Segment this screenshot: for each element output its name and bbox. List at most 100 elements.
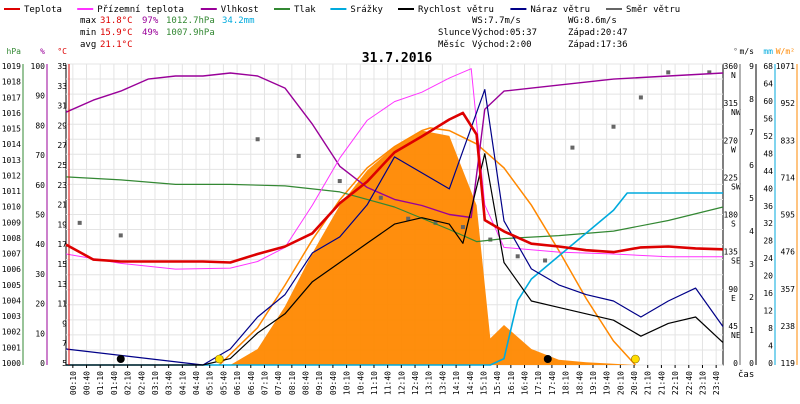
wm2-axis-tick: 833 <box>781 136 796 145</box>
stat-max-temp: 31.8°C <box>100 16 133 26</box>
degc-axis-tick: 11 <box>57 300 67 309</box>
hpa-axis-unit: hPa <box>7 47 22 56</box>
x-tick-label: 07:10 <box>260 371 269 395</box>
hpa-axis-tick: 1015 <box>2 125 21 134</box>
wind-direction-dot <box>433 220 438 225</box>
chart-series <box>65 68 724 366</box>
wm2-axis-tick: 714 <box>781 173 796 182</box>
degc-axis-tick: 17 <box>57 240 67 249</box>
wind-direction-dot <box>406 216 411 221</box>
x-axis-label: čas <box>738 369 754 380</box>
x-tick-label: 21:10 <box>644 371 653 395</box>
sunset-marker <box>631 354 640 364</box>
wm2-axis-tick: 476 <box>781 248 796 257</box>
wind-direction-dot <box>666 70 671 75</box>
x-tick-label: 12:40 <box>411 371 420 395</box>
hpa-axis-tick: 1006 <box>2 265 21 274</box>
hpa-axis-tick: 1001 <box>2 343 21 352</box>
deg-axis-tick: 180 <box>724 211 739 220</box>
wind-direction-dot <box>570 145 575 150</box>
deg-axis-tick: 270 <box>724 136 739 145</box>
x-tick-label: 08:10 <box>288 371 297 395</box>
mm-axis-tick: 60 <box>763 97 773 106</box>
hpa-axis-tick: 1004 <box>2 296 21 305</box>
mm-axis-tick: 52 <box>763 132 773 141</box>
pct-axis-unit: % <box>40 47 45 56</box>
deg-axis-dir-label: SW <box>731 182 741 191</box>
x-tick-label: 01:40 <box>110 371 119 395</box>
hpa-axis-tick: 1016 <box>2 109 21 118</box>
hpa-axis-tick: 1011 <box>2 187 21 196</box>
x-tick-label: 18:10 <box>562 371 571 395</box>
series-ground-temp <box>65 68 723 270</box>
degc-axis-tick: 9 <box>62 319 67 328</box>
wm2-axis-tick: 357 <box>781 285 796 294</box>
deg-axis-tick: 45 <box>728 322 738 331</box>
hpa-axis-tick: 1012 <box>2 171 21 180</box>
ms-axis-tick: 9 <box>749 62 754 71</box>
wm2-axis-tick: 119 <box>781 359 796 368</box>
hpa-axis-tick: 1007 <box>2 250 21 259</box>
mm-axis-tick: 28 <box>763 237 773 246</box>
x-tick-label: 17:10 <box>534 371 543 395</box>
mm-axis-tick: 48 <box>763 149 773 158</box>
ms-axis-tick: 6 <box>749 161 754 170</box>
mm-axis-tick: 40 <box>763 184 773 193</box>
deg-axis-dir-label: NW <box>731 108 741 117</box>
stat-min-temp: 15.9°C <box>100 28 133 38</box>
stat-sun-label: Slunce <box>438 28 471 38</box>
deg-axis-dir-label: E <box>731 294 736 303</box>
pct-axis-tick: 0 <box>40 359 45 368</box>
x-tick-label: 03:10 <box>151 371 160 395</box>
wm2-axis-tick: 1071 <box>776 62 795 71</box>
wind-direction-dot <box>707 70 712 75</box>
x-tick-label: 14:10 <box>452 371 461 395</box>
x-tick-label: 10:40 <box>356 371 365 395</box>
deg-axis-dir-label: S <box>731 220 736 229</box>
moonset-marker <box>543 355 552 363</box>
chart-legend: Teplota Přízemní teplota Vlhkost Tlak Srážky… <box>4 5 680 15</box>
x-tick-label: 17:40 <box>548 371 557 395</box>
hpa-axis-tick: 1017 <box>2 93 21 102</box>
stat-min-hum: 49% <box>142 28 159 38</box>
deg-axis-dir-label: N <box>731 71 736 80</box>
pct-axis-tick: 50 <box>35 211 45 220</box>
series-solar-area <box>230 130 636 365</box>
ms-axis-tick: 7 <box>749 128 754 137</box>
legend-label: Tlak <box>294 5 316 15</box>
degc-axis-tick: 7 <box>62 339 67 348</box>
stat-moon-label: Měsíc <box>438 40 465 50</box>
deg-axis-tick: 315 <box>724 99 739 108</box>
pct-axis-tick: 30 <box>35 270 45 279</box>
degc-axis-tick: 35 <box>57 62 67 71</box>
x-tick-label: 00:10 <box>69 371 78 395</box>
stat-sum-rain: 34.2mm <box>222 16 255 26</box>
x-tick-label: 06:10 <box>233 371 242 395</box>
degc-axis-tick: 23 <box>57 181 67 190</box>
mm-axis-tick: 68 <box>763 62 773 71</box>
pct-axis-tick: 90 <box>35 92 45 101</box>
wind-direction-dot <box>255 137 260 142</box>
stat-sun-set: Západ:20:47 <box>568 28 628 38</box>
x-tick-label: 04:40 <box>192 371 201 395</box>
wind-direction-dot <box>296 153 301 158</box>
x-tick-label: 20:10 <box>616 371 625 395</box>
wind-direction-dot <box>460 225 465 230</box>
deg-axis-tick: 135 <box>724 248 739 257</box>
series-temperature <box>65 111 724 264</box>
mm-axis-tick: 16 <box>763 289 773 298</box>
chart-title: 31.7.2016 <box>362 51 433 66</box>
wind-direction-dot <box>638 95 643 100</box>
x-tick-label: 02:10 <box>124 371 133 395</box>
chart-stats: max 31.8°C 97% 1012.7hPa 34.2mm min 15.9… <box>80 16 628 50</box>
x-tick-label: 15:40 <box>493 371 502 395</box>
x-tick-label: 11:10 <box>370 371 379 395</box>
pct-axis-tick: 40 <box>35 240 45 249</box>
x-tick-label: 08:40 <box>302 371 311 395</box>
stat-ws: WS:7.7m/s <box>472 16 521 26</box>
chart-axes: 00:10 00:40 01:10 01:40 02:10 02:40 03:10 03:40… <box>2 47 798 395</box>
ms-axis-tick: 3 <box>749 260 754 269</box>
moonrise-marker <box>116 355 125 363</box>
degc-axis-unit: °C <box>57 47 67 56</box>
legend-label: Směr větru <box>626 5 680 15</box>
